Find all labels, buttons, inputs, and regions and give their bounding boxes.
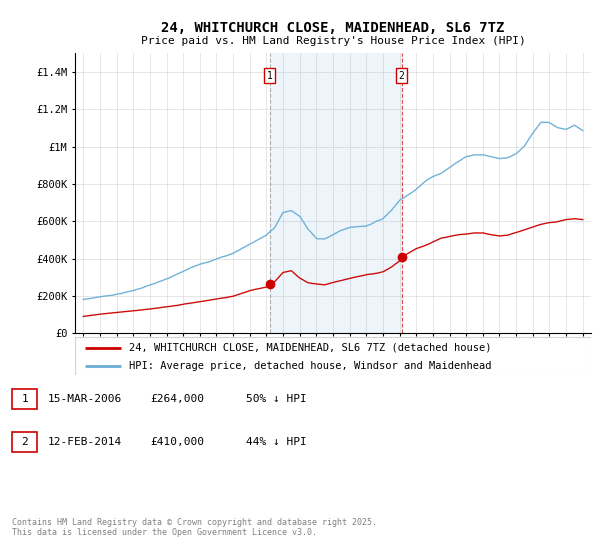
Text: 1: 1 <box>21 394 28 404</box>
Text: 2: 2 <box>398 71 404 81</box>
Text: 50% ↓ HPI: 50% ↓ HPI <box>246 394 307 404</box>
Text: 24, WHITCHURCH CLOSE, MAIDENHEAD, SL6 7TZ (detached house): 24, WHITCHURCH CLOSE, MAIDENHEAD, SL6 7T… <box>129 343 491 353</box>
Text: 24, WHITCHURCH CLOSE, MAIDENHEAD, SL6 7TZ: 24, WHITCHURCH CLOSE, MAIDENHEAD, SL6 7T… <box>161 21 505 35</box>
Bar <box>270 53 401 333</box>
Text: 44% ↓ HPI: 44% ↓ HPI <box>246 437 307 447</box>
Text: 15-MAR-2006: 15-MAR-2006 <box>48 394 122 404</box>
Text: HPI: Average price, detached house, Windsor and Maidenhead: HPI: Average price, detached house, Wind… <box>129 361 491 371</box>
Text: Contains HM Land Registry data © Crown copyright and database right 2025.
This d: Contains HM Land Registry data © Crown c… <box>12 518 377 538</box>
Text: £264,000: £264,000 <box>150 394 204 404</box>
Text: Price paid vs. HM Land Registry's House Price Index (HPI): Price paid vs. HM Land Registry's House … <box>140 36 526 46</box>
Text: 12-FEB-2014: 12-FEB-2014 <box>48 437 122 447</box>
Text: 1: 1 <box>267 71 272 81</box>
Text: £410,000: £410,000 <box>150 437 204 447</box>
Text: 2: 2 <box>21 437 28 447</box>
